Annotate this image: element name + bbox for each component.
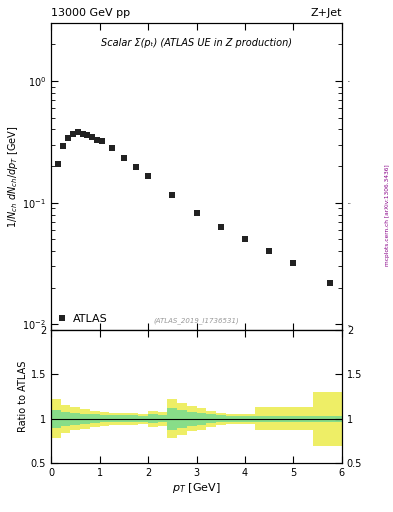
Y-axis label: $1/N_{ch}$ $dN_{ch}/dp_T$ [GeV]: $1/N_{ch}$ $dN_{ch}/dp_T$ [GeV]: [6, 125, 20, 228]
Text: Scalar Σ(pₜ) (ATLAS UE in Z production): Scalar Σ(pₜ) (ATLAS UE in Z production): [101, 38, 292, 49]
Legend: ATLAS: ATLAS: [57, 314, 108, 325]
X-axis label: $p_T$ [GeV]: $p_T$ [GeV]: [172, 481, 221, 495]
Y-axis label: Ratio to ATLAS: Ratio to ATLAS: [18, 361, 28, 432]
Text: mcplots.cern.ch [arXiv:1306.3436]: mcplots.cern.ch [arXiv:1306.3436]: [385, 164, 390, 266]
Text: 13000 GeV pp: 13000 GeV pp: [51, 8, 130, 18]
Text: (ATLAS_2019_I1736531): (ATLAS_2019_I1736531): [154, 317, 239, 324]
Text: Z+Jet: Z+Jet: [310, 8, 342, 18]
